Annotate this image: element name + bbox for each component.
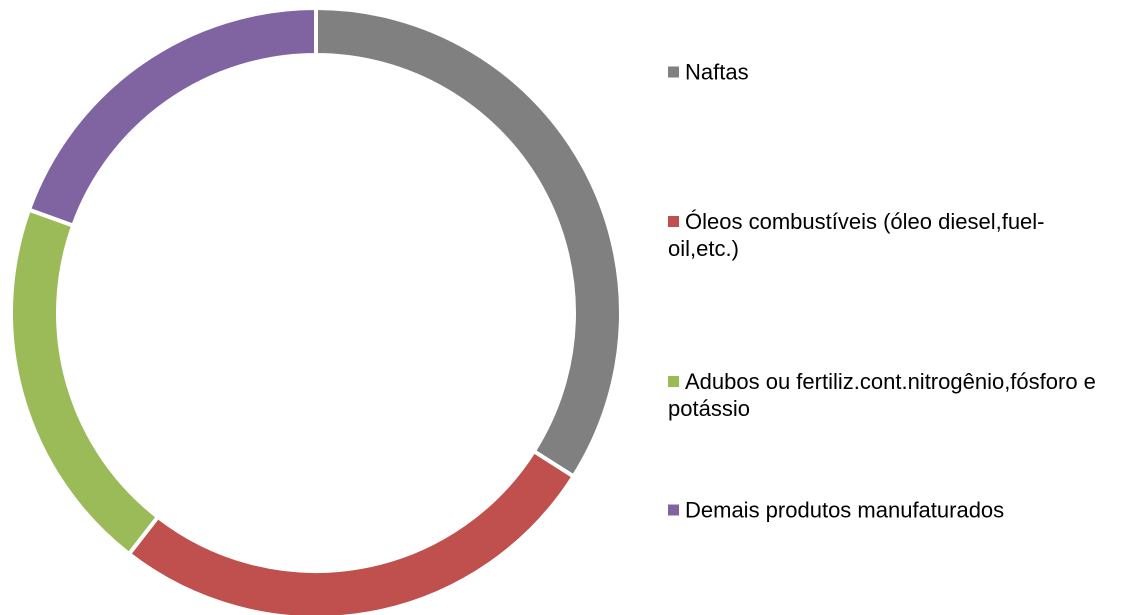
- legend-item: Naftas: [668, 59, 1108, 86]
- legend-label: Óleos combustíveis (óleo diesel,fuel-oil…: [668, 209, 1045, 261]
- donut-slice: [26, 5, 318, 229]
- donut-slice: [314, 5, 623, 480]
- legend-swatch: [668, 216, 679, 227]
- donut-slice: [126, 448, 577, 615]
- legend-label: Demais produtos manufaturados: [685, 497, 1005, 523]
- legend-item: Demais produtos manufaturados: [668, 497, 1108, 524]
- legend-swatch: [668, 66, 679, 78]
- legend-swatch: [668, 504, 679, 516]
- legend-item: Adubos ou fertiliz.cont.nitrogênio,fósfo…: [668, 368, 1108, 422]
- chart: [9, 5, 623, 615]
- donut-slice: [9, 207, 161, 557]
- legend-item: Óleos combustíveis (óleo diesel,fuel-oil…: [668, 208, 1108, 262]
- legend-label: Naftas: [685, 59, 749, 85]
- legend-swatch: [668, 376, 679, 387]
- legend-label: Adubos ou fertiliz.cont.nitrogênio,fósfo…: [668, 369, 1096, 421]
